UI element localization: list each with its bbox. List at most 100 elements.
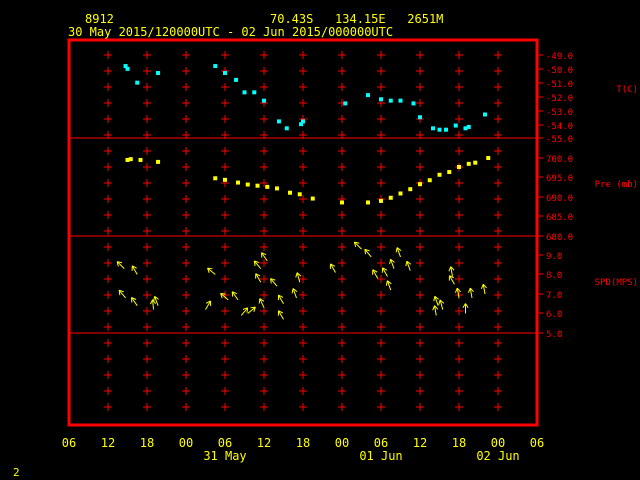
wind-arrow [353,241,362,250]
temperature-point [262,98,266,103]
temperature-point [379,97,383,102]
wind-arrow [116,261,125,270]
y-tick-label: 680.0 [546,233,573,243]
wind-arrow [205,300,212,310]
temperature-point [343,101,348,106]
pressure-point [427,178,432,183]
pressure-point [138,157,143,162]
panel-label-pressure: Pre (mb) [595,180,638,190]
pressure-point [473,160,478,165]
time-range: 30 May 2015/120000UTC - 02 Jun 2015/0000… [68,25,394,39]
temperature-point [444,127,448,132]
x-tick-label: 00 [179,436,193,450]
wind-arrow [207,267,216,275]
wind-arrow [395,247,402,258]
temperature-point [301,119,305,124]
wind-arrow [448,275,455,285]
y-tick-label: 7.0 [546,291,562,301]
wind-arrow [247,306,256,314]
x-tick-label: 06 [218,436,232,450]
wind-arrow [220,292,229,301]
wind-arrow [432,305,439,316]
pressure-point [437,172,442,177]
temperature-point [437,127,442,132]
temperature-point [242,90,247,95]
pressure-point [255,183,260,188]
pressure-point [213,176,218,181]
wind-arrow [255,273,262,283]
wind-arrow [277,294,284,305]
temperature-point [125,66,130,71]
plot-frame [67,38,539,427]
y-tick-label: -55.0 [546,135,573,145]
y-tick-label: 8.0 [546,271,562,281]
temperature-point [398,98,403,103]
pressure-point [245,182,250,187]
pressure-point [398,191,403,196]
pressure-point [486,156,491,160]
x-tick-label: 06 [530,436,544,450]
x-tick-label: 18 [452,436,466,450]
y-tick-label: 695.0 [546,174,573,184]
y-tick-label: 700.0 [546,155,573,165]
wind-arrow [364,248,372,258]
x-tick-label: 18 [296,436,310,450]
wind-arrow [389,258,395,269]
y-tick-label: 6.0 [546,310,562,320]
x-tick-label: 06 [374,436,388,450]
station-id: 8912 [85,12,114,26]
pressure-point [128,157,133,162]
wind-arrow [467,287,474,298]
wind-arrow [329,263,336,273]
temperature-point [299,122,304,127]
x-date-label: 01 Jun [359,449,402,463]
temperature-point [234,77,239,82]
wind-arrow [153,295,159,306]
pressure-point [288,190,292,195]
temperature-point [453,123,458,128]
wind-arrow [381,267,388,277]
x-tick-label: 12 [101,436,115,450]
temperature-point [411,101,416,106]
wind-arrow [462,303,469,314]
wind-arrow [291,288,298,299]
y-tick-label: 9.0 [546,252,562,262]
pressure-point [418,182,422,187]
wind-arrow [277,310,284,320]
wind-arrow [131,297,138,306]
wind-arrow [433,295,440,306]
pressure-point [408,187,413,192]
pressure-point [156,159,161,164]
wind-arrow [405,260,412,271]
temperature-point [276,119,281,124]
pressure-point [447,170,452,175]
pressure-point [466,161,471,166]
wind-arrow [261,252,268,262]
temperature-point [463,126,468,131]
panel-label-temperature: T(C) [616,85,638,95]
pressure-point [388,195,393,200]
wind-arrow [295,272,302,283]
pressure-point [310,196,315,201]
y-tick-label: -53.0 [546,108,573,118]
wind-arrow [149,299,157,310]
wind-arrow [448,266,455,277]
temperature-point [213,64,218,69]
panel-label-wind: SPD(MPS) [595,278,638,288]
y-tick-label: -52.0 [546,94,573,104]
temperature-point [284,126,289,131]
x-tick-label: 12 [413,436,427,450]
pressure-point [275,186,279,191]
wind-arrow [131,265,138,275]
pressure-point [297,192,302,197]
temperature-point [466,124,471,129]
pressure-point [125,157,130,162]
wind-arrow [270,278,278,287]
wind-arrow [253,260,262,269]
temperature-point [252,90,257,95]
temperature-point [223,70,227,75]
y-tick-label: 685.0 [546,213,573,223]
wind-arrow [385,280,392,291]
wind-arrow [480,283,487,295]
pressure-point [457,164,461,169]
